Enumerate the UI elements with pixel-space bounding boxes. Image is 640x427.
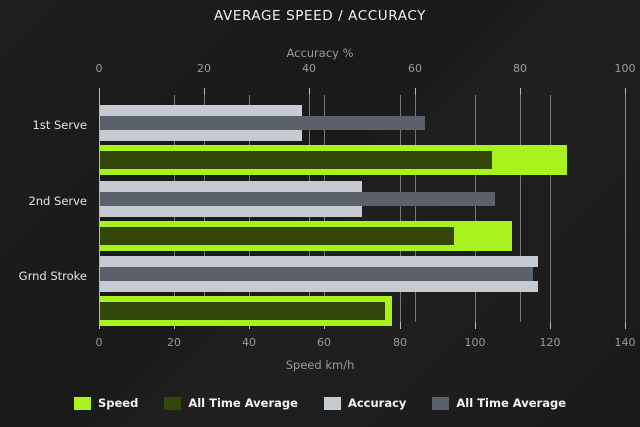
tick-label: 60 [317, 336, 331, 349]
tick-mark [415, 88, 416, 95]
tick-label: 140 [614, 336, 636, 349]
tick-mark [520, 88, 521, 95]
tick-mark [99, 88, 100, 95]
tick-label: 20 [197, 62, 211, 75]
legend-label: Accuracy [347, 396, 407, 410]
legend-label: All Time Average [188, 396, 298, 410]
chart-legend: Speed All Time Average Accuracy All Time Av… [0, 396, 640, 410]
legend-item-3[interactable]: Accuracy [323, 396, 407, 410]
bar-accuracy-1 [100, 130, 302, 141]
tick-mark [309, 88, 310, 95]
accuracy-axis-title: Accuracy % [286, 46, 354, 60]
legend-item-1[interactable]: Speed [73, 396, 139, 410]
bar-accuracy-2 [100, 205, 362, 217]
chart-title: AVERAGE SPEED / ACCURACY [214, 8, 426, 24]
tick-mark [475, 322, 476, 329]
bar-all-time-average-1 [100, 151, 492, 169]
bar-accuracy-1 [100, 105, 302, 116]
bar-all-time-average-1 [100, 116, 426, 130]
tick-mark [625, 88, 626, 95]
bar-accuracy-3 [100, 281, 539, 293]
tick-label: 0 [95, 336, 103, 349]
tick-label: 40 [302, 62, 316, 75]
category-label-3: Grnd Stroke [18, 269, 87, 284]
gridline [400, 95, 401, 322]
tick-mark [625, 322, 626, 329]
gridline [520, 95, 521, 322]
tick-label: 20 [167, 336, 181, 349]
bar-accuracy-3 [100, 256, 539, 268]
tick-label: 120 [539, 336, 561, 349]
legend-swatch-icon [164, 396, 182, 410]
legend-item-4[interactable]: All Time Average [432, 396, 566, 410]
tick-label: 60 [408, 62, 422, 75]
legend-swatch-icon [432, 396, 450, 410]
category-label-2: 2nd Serve [28, 193, 87, 208]
tick-label: 40 [242, 336, 256, 349]
tick-label: 100 [464, 336, 486, 349]
category-label-1: 1st Serve [32, 117, 87, 132]
tick-mark [400, 322, 401, 329]
tick-label: 100 [614, 62, 636, 75]
y-axis-line [99, 95, 100, 322]
legend-item-2[interactable]: All Time Average [164, 396, 298, 410]
tick-mark [204, 88, 205, 95]
tick-mark [550, 322, 551, 329]
bar-all-time-average-2 [100, 226, 455, 245]
tick-label: 0 [95, 62, 103, 75]
bar-all-time-average-3 [100, 267, 533, 282]
gridline [550, 95, 551, 322]
gridline [625, 95, 626, 322]
legend-swatch-icon [323, 396, 341, 410]
legend-swatch-icon [73, 396, 91, 410]
tick-label: 80 [513, 62, 527, 75]
bar-all-time-average-2 [100, 191, 496, 206]
tick-label: 80 [393, 336, 407, 349]
bar-all-time-average-3 [100, 302, 385, 321]
speed-axis-title: Speed km/h [285, 358, 355, 372]
gridline [415, 95, 416, 322]
legend-label: All Time Average [456, 396, 567, 410]
legend-label: Speed [97, 396, 139, 410]
bar-accuracy-2 [100, 180, 362, 192]
gridline [475, 95, 476, 322]
tick-mark [99, 322, 100, 329]
